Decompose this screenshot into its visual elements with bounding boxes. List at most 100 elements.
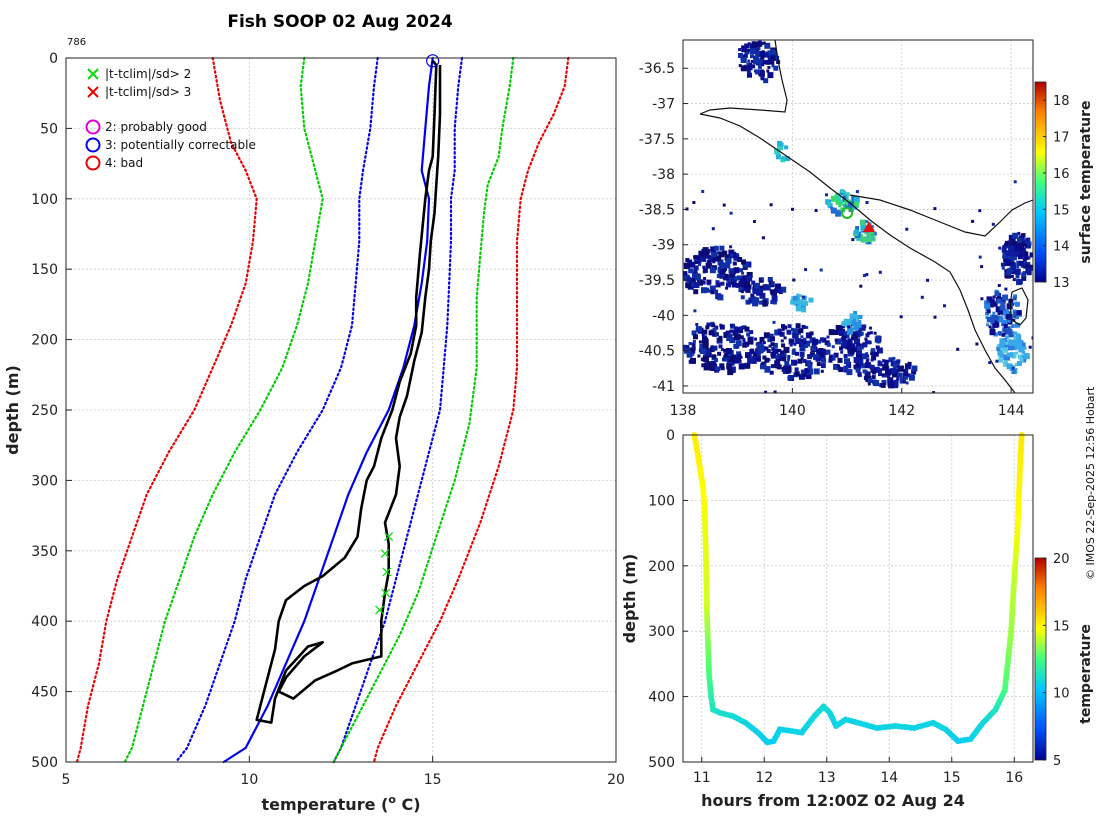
sst-pixel — [998, 308, 1005, 315]
sst-pixel — [774, 55, 780, 61]
sst-pixel — [685, 282, 692, 289]
sst-pixel — [882, 364, 889, 370]
y-tick-label: 350 — [31, 544, 58, 560]
sst-pixel — [800, 357, 804, 360]
flag-marker-sd2 — [375, 605, 384, 615]
sst-pixel — [745, 261, 752, 268]
sst-pixel — [778, 349, 782, 352]
sst-pixel — [854, 229, 859, 235]
sst-pixel — [771, 49, 776, 54]
sst-pixel — [697, 354, 701, 358]
sst-pixel — [868, 232, 872, 236]
sst-pixel — [853, 310, 858, 315]
sst-pixel — [992, 321, 999, 328]
sst-pixel — [883, 359, 889, 365]
sst-pixel — [749, 63, 753, 67]
sst-pixel — [777, 288, 782, 293]
sst-pixel — [691, 342, 696, 347]
sst-pixel — [1014, 363, 1018, 367]
sst-pixel — [747, 42, 751, 46]
sst-pixel — [825, 193, 828, 197]
sst-pixel — [711, 252, 717, 258]
sst-pixel — [847, 343, 854, 349]
sst-pixel — [729, 337, 736, 344]
sst-pixel — [858, 359, 864, 365]
sst-pixel — [993, 320, 997, 324]
sst-pixel — [809, 362, 813, 366]
sst-pixel — [844, 358, 850, 365]
sst-pixel — [868, 232, 875, 239]
sst-pixel — [908, 374, 915, 381]
sst-pixel — [861, 353, 868, 360]
sst-pixel — [753, 291, 757, 295]
sst-pixel — [782, 357, 787, 362]
sst-pixel — [1014, 331, 1018, 335]
sst-pixel — [693, 265, 699, 271]
sst-pixel — [798, 299, 804, 305]
sst-pixel — [792, 328, 799, 335]
sst-pixel — [899, 377, 906, 384]
sst-pixel — [705, 249, 709, 252]
sst-pixel — [1010, 324, 1015, 328]
series-clim-3sd — [75, 56, 258, 764]
sst-pixel — [707, 289, 711, 293]
sst-pixel — [702, 247, 709, 254]
sst-pixel — [765, 59, 771, 65]
sst-pixel — [903, 375, 908, 380]
sst-pixel — [992, 301, 998, 307]
sst-pixel — [873, 351, 879, 357]
sst-pixel — [878, 270, 882, 274]
sst-pixel — [719, 323, 723, 327]
sst-pixel — [725, 276, 729, 280]
sst-pixel — [726, 360, 732, 366]
sst-pixel — [803, 373, 807, 377]
sst-pixel — [695, 326, 702, 333]
sst-pixel — [842, 322, 847, 327]
sst-pixel — [725, 286, 729, 290]
sst-pixel — [865, 359, 869, 363]
sst-pixel — [745, 299, 751, 305]
sst-pixel — [903, 372, 908, 376]
sst-pixel — [753, 220, 756, 223]
sst-pixel — [746, 70, 751, 75]
sst-pixel — [803, 304, 806, 308]
sst-pixel — [798, 294, 802, 298]
sst-pixel — [828, 356, 832, 360]
map-frame — [682, 39, 1034, 394]
sst-pixel — [988, 325, 992, 329]
sst-pixel — [1001, 266, 1005, 270]
sst-pixel — [734, 257, 738, 261]
time-x-axis-label: hours from 12:00Z 02 Aug 24 — [701, 791, 965, 810]
sst-pixel — [1010, 265, 1016, 270]
sst-pixel — [1019, 242, 1024, 247]
sst-pixel — [878, 372, 882, 377]
sst-pixel — [1005, 341, 1009, 345]
sst-pixel — [743, 262, 749, 268]
sst-pixel — [1014, 301, 1020, 307]
sst-pixel — [702, 267, 708, 273]
sst-pixel — [769, 59, 775, 65]
sst-pixel — [992, 295, 996, 299]
sst-pixel — [871, 355, 877, 361]
sst-pixel — [794, 367, 799, 372]
sst-pixel — [770, 300, 775, 305]
sst-pixel — [905, 381, 909, 385]
sst-pixel — [830, 206, 834, 210]
sst-pixel — [712, 260, 716, 264]
sst-pixel — [731, 354, 737, 360]
sst-pixel — [693, 309, 697, 313]
flag-marker-sd2 — [382, 567, 392, 577]
sst-pixel — [759, 292, 766, 299]
sst-pixel — [1017, 238, 1022, 244]
sst-pixel — [866, 234, 871, 239]
sst-pixel — [764, 390, 768, 393]
sst-pixel — [1023, 346, 1027, 350]
sst-pixel — [739, 278, 746, 285]
sst-pixel — [757, 69, 764, 76]
sst-pixel — [896, 377, 900, 381]
sst-pixel — [791, 359, 797, 366]
sst-pixel — [686, 351, 693, 358]
sst-pixel — [892, 380, 899, 387]
sst-pixel — [858, 371, 862, 375]
sst-pixel — [996, 298, 1002, 304]
